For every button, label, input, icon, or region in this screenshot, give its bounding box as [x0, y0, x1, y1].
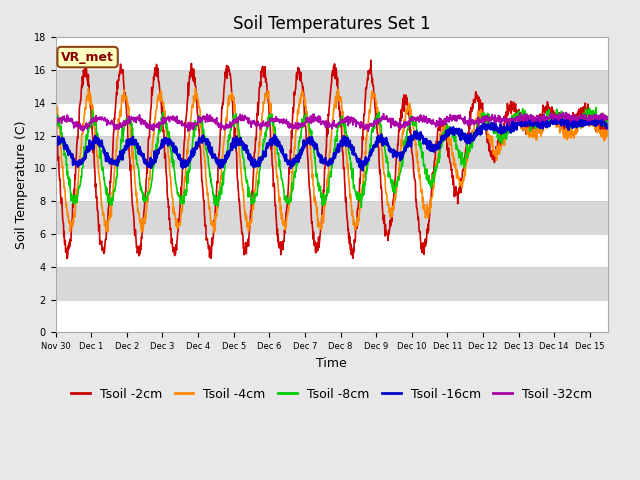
Text: VR_met: VR_met	[61, 50, 114, 64]
Bar	[56, 37, 607, 70]
Bar	[56, 201, 607, 234]
Bar	[56, 300, 607, 332]
Bar	[56, 234, 607, 267]
Bar	[56, 168, 607, 201]
X-axis label: Time: Time	[316, 357, 347, 370]
Bar	[56, 70, 607, 103]
Bar	[56, 103, 607, 136]
Bar	[56, 136, 607, 168]
Bar	[56, 267, 607, 300]
Legend: Tsoil -2cm, Tsoil -4cm, Tsoil -8cm, Tsoil -16cm, Tsoil -32cm: Tsoil -2cm, Tsoil -4cm, Tsoil -8cm, Tsoi…	[66, 383, 597, 406]
Title: Soil Temperatures Set 1: Soil Temperatures Set 1	[233, 15, 431, 33]
Y-axis label: Soil Temperature (C): Soil Temperature (C)	[15, 120, 28, 249]
